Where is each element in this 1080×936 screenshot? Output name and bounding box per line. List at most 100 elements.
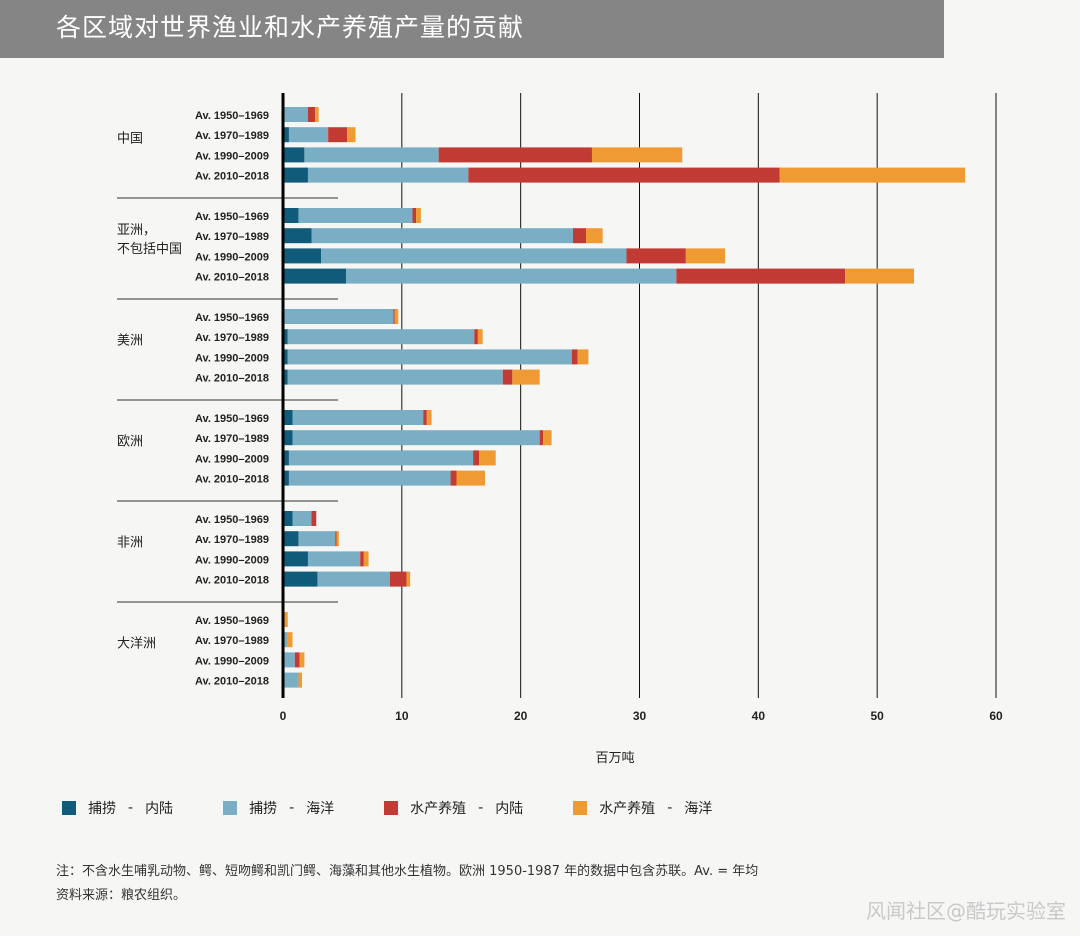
period-label: Av. 1990–2009 [195,554,269,566]
bar-segment-aqua-marine [477,329,483,345]
bar-segment-capture-marine [298,208,413,223]
period-label: Av. 1950–1969 [195,615,269,627]
bar-segment-aqua-inland [360,551,364,567]
stacked-bar-chart: 中国 Av. 1950–1969 Av. 1970–1989 Av. 1990–200… [117,93,1003,765]
group-label: 欧洲 [117,433,143,448]
period-label: Av. 1970–1989 [195,433,269,445]
footnotes: 注：不含水生哺乳动物、鳄、短吻鳄和凯门鳄、海藻和其他水生植物。欧洲 1950-1… [56,860,758,908]
chart-title: 各区域对世界渔业和水产养殖产量的贡献 [56,13,525,42]
legend-label-b: 海洋 [306,801,335,817]
bar-segment-aqua-inland [335,531,337,547]
bar-segment-capture-inland [283,430,293,446]
legend-item-capture-inland: 捕捞 - 内陆 [62,798,173,818]
bar-segment-capture-inland [283,127,289,143]
bar-segment-capture-marine [284,107,308,122]
bar-segment-aqua-marine [456,470,486,486]
x-tick-label: 10 [395,709,409,723]
bar-segment-aqua-marine [298,672,303,688]
bar-segment-capture-inland [283,450,289,466]
bar-segment-aqua-inland [571,349,578,365]
group-label: 非洲 [117,534,143,549]
period-label: Av. 2010–2018 [195,474,269,486]
bar-segment-capture-inland [283,531,299,547]
x-tick-label: 60 [989,709,1003,723]
period-label: Av. 1970–1989 [195,130,269,142]
legend-label-b: 海洋 [684,801,713,817]
x-tick-label: 30 [633,709,647,723]
period-label: Av. 1950–1969 [195,514,269,526]
legend-label-b: 内陆 [145,801,174,817]
bar-segment-aqua-marine [479,450,496,466]
bar-segment-aqua-marine [779,167,966,183]
legend-separator: - [289,800,295,816]
period-label: Av. 2010–2018 [195,676,269,688]
bar-segment-aqua-inland [438,147,592,163]
bar-segment-capture-inland [283,511,293,526]
period-label: Av. 2010–2018 [195,171,269,183]
bar-segment-capture-inland [283,551,308,567]
bar-segment-capture-marine [283,632,288,648]
bar-segment-aqua-inland [626,248,686,264]
bar-segment-capture-marine [292,430,540,446]
period-label: Av. 2010–2018 [195,373,269,385]
bar-segment-aqua-inland [412,208,417,223]
bar-segment-aqua-inland [572,228,587,244]
source-note: 资料来源：粮农组织。 [56,888,187,903]
legend-swatch-capture-inland [62,801,76,815]
period-label: Av. 1990–2009 [195,251,269,263]
bar-segment-aqua-marine [577,349,589,365]
bar-segment-capture-marine [311,228,573,244]
group-label: 中国 [117,130,143,145]
bar-segment-aqua-marine [394,309,399,324]
bar-segment-capture-inland [283,147,305,163]
bar-segment-capture-marine [288,127,329,143]
bar-segment-capture-inland [283,208,299,223]
bar-segment-aqua-marine [543,430,552,446]
legend-separator: - [478,800,484,816]
bar-segment-aqua-marine [284,612,288,627]
bar-segment-capture-marine [317,571,390,587]
bar-segment-capture-inland [283,571,318,587]
bar-segment-capture-marine [292,511,312,526]
bar-segment-capture-marine [292,410,424,425]
bar-segment-capture-inland [283,167,308,183]
bar-segment-aqua-marine [416,208,421,223]
bar-segment-aqua-inland [468,167,780,183]
period-label: Av. 1990–2009 [195,352,269,364]
bar-segment-aqua-marine [406,571,411,587]
bar-segment-aqua-marine [299,652,305,668]
bar-segment-capture-marine [304,147,439,163]
bar-segment-capture-inland [283,228,312,244]
bar-segment-capture-marine [284,309,394,324]
x-tick-label: 20 [514,709,528,723]
bar-segment-aqua-marine [363,551,369,567]
bar-segment-capture-inland [283,268,346,284]
bar-segment-aqua-inland [307,107,316,122]
x-tick-label: 0 [280,709,287,723]
bar-segment-capture-inland [283,248,322,264]
legend-label-a: 水产养殖 [410,801,467,817]
bar-segment-capture-inland [283,410,293,425]
legend-item-capture-marine: 捕捞 - 海洋 [223,798,334,818]
bar-segment-aqua-inland [502,369,513,385]
bar-segment-aqua-marine [426,410,432,425]
legend-label-a: 捕捞 [88,801,116,817]
bar-segment-capture-marine [345,268,677,284]
x-tick-label: 40 [752,709,766,723]
period-label: Av. 1950–1969 [195,312,269,324]
period-label: Av. 1990–2009 [195,453,269,465]
bar-segment-aqua-marine [347,127,356,143]
group-label: 亚洲， [117,222,156,237]
bar-segment-capture-marine [307,167,469,183]
bar-segment-capture-marine [288,450,474,466]
x-tick-label: 50 [870,709,884,723]
legend-swatch-capture-marine [223,801,238,815]
period-label: Av. 2010–2018 [195,272,269,284]
legend-item-aquaculture-inland: 水产养殖 - 内陆 [384,798,523,818]
bar-segment-capture-marine [287,349,572,365]
legend-separator: - [667,800,673,816]
bar-segment-aqua-inland [473,450,480,466]
bar-segment-capture-marine [287,329,475,345]
bar-segment-capture-marine [307,551,361,567]
group-label: 美洲 [117,332,143,347]
